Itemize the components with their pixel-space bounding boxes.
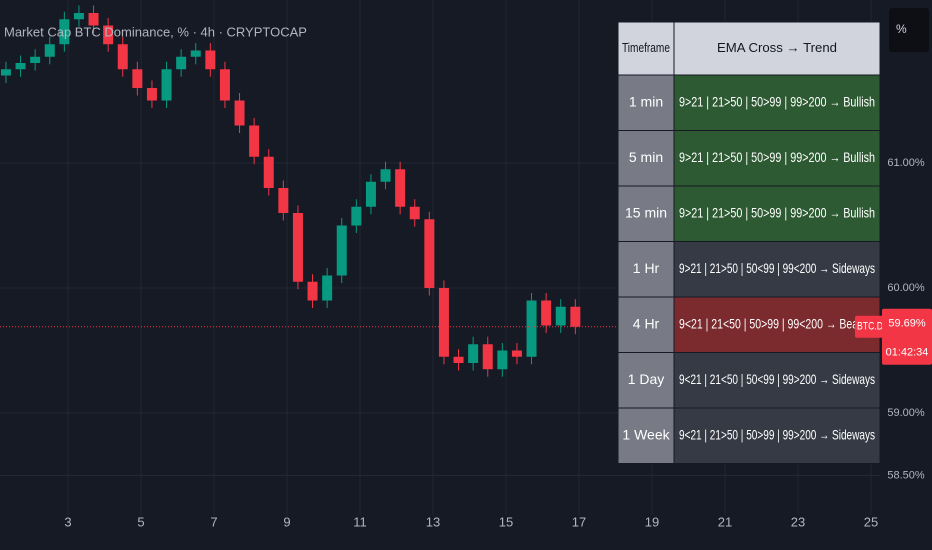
timeframe-label: 4 Hr (633, 315, 660, 331)
table-header: EMA Cross → Trend (717, 40, 837, 55)
signal-label: 9>21 | 21>50 | 50>99 | 99>200 → Bullish (679, 93, 875, 109)
candle-body (234, 100, 245, 126)
candle-body (555, 306, 566, 326)
candle-body (176, 56, 187, 70)
x-tick-label: 3 (64, 514, 71, 529)
x-tick-label: 9 (283, 514, 290, 529)
candle-body (73, 13, 84, 20)
symbol-label: BTC.D (857, 321, 883, 333)
candle-body (205, 50, 216, 70)
candle-body (482, 344, 493, 370)
timeframe-cell (617, 74, 675, 131)
candle-body (511, 350, 522, 357)
x-tick-label: 17 (572, 514, 586, 529)
x-tick-label: 5 (137, 514, 144, 529)
timeframe-label: 1 min (629, 93, 663, 109)
candle-body (249, 125, 260, 157)
candle-body (336, 225, 347, 276)
x-tick-label: 11 (353, 514, 367, 529)
candle-body (117, 44, 128, 70)
timeframe-label: 1 Week (622, 426, 670, 442)
signal-label: 9>21 | 21>50 | 50>99 | 99>200 → Bullish (679, 204, 875, 220)
candle-body (219, 69, 230, 101)
price-label: 59.69% (888, 318, 926, 330)
timeframe-label: 1 Hr (633, 260, 660, 276)
timeframe-cell (617, 130, 675, 187)
x-tick-label: 23 (791, 514, 805, 529)
x-tick-label: 21 (718, 514, 732, 529)
candle-body (438, 288, 449, 357)
candle-body (292, 213, 303, 282)
candle-body (59, 19, 70, 45)
timeframe-cell (617, 296, 675, 353)
candle-body (380, 169, 391, 182)
candle-body (278, 188, 289, 213)
signal-label: 9<21 | 21<50 | 50<99 | 99>200 → Sideways (679, 371, 875, 387)
signal-cell (673, 130, 881, 187)
signal-label: 9>21 | 21>50 | 50<99 | 99<200 → Sideways (679, 260, 875, 276)
y-tick-label: 58.50% (887, 469, 925, 481)
y-tick-label: 59.00% (887, 407, 925, 419)
unit-button-label: % (896, 22, 907, 36)
signal-cell (673, 185, 881, 242)
timeframe-cell (617, 185, 675, 242)
candle-body (146, 88, 157, 101)
candle-body (424, 219, 435, 288)
candle-body (351, 206, 362, 226)
y-tick-label: 60.00% (887, 282, 925, 294)
signal-cell (673, 74, 881, 131)
x-tick-label: 19 (645, 514, 659, 529)
candle-body (541, 300, 552, 326)
timeframe-label: 15 min (625, 204, 667, 220)
x-tick-label: 13 (426, 514, 440, 529)
candle-body (190, 50, 201, 57)
signal-label: 9<21 | 21<50 | 50>99 | 99<200 → Bearish (679, 315, 875, 331)
unit-button[interactable] (889, 8, 929, 52)
candle-body (15, 63, 26, 70)
candle-body (322, 275, 333, 301)
signal-cell (673, 296, 881, 353)
candle-body (453, 356, 464, 363)
signal-label: 9>21 | 21>50 | 50>99 | 99>200 → Bullish (679, 149, 875, 165)
candle-body (30, 56, 41, 63)
timeframe-cell (617, 352, 675, 409)
candle-body (395, 169, 406, 207)
candle-body (497, 350, 508, 370)
candle-body (88, 13, 99, 26)
candle-body (132, 69, 143, 88)
candle-body (409, 206, 420, 220)
timeframe-label: 5 min (629, 149, 663, 165)
candle-body (468, 344, 479, 363)
candle-body (307, 281, 318, 301)
signal-cell (673, 352, 881, 409)
candle-body (570, 306, 581, 327)
chart-title: Market Cap BTC Dominance, % · 4h · CRYPT… (4, 24, 307, 39)
x-tick-label: 15 (499, 514, 513, 529)
table-header-cell (673, 21, 881, 76)
timeframe-cell (617, 407, 675, 464)
candle-body (263, 156, 274, 188)
y-tick-label: 61.00% (887, 157, 925, 169)
candle-body (161, 69, 172, 101)
x-tick-label: 7 (210, 514, 217, 529)
table-header: Timeframe (622, 40, 670, 55)
countdown-label: 01:42:34 (886, 347, 929, 359)
price-tag (882, 308, 932, 365)
candle-body (526, 300, 537, 357)
candle-body (0, 69, 11, 76)
x-tick-label: 25 (864, 514, 878, 529)
symbol-tag (855, 315, 885, 338)
candle-body (103, 25, 114, 45)
candle-body (365, 181, 376, 207)
signal-label: 9<21 | 21>50 | 50>99 | 99>200 → Sideways (679, 426, 875, 442)
timeframe-label: 1 Day (628, 371, 665, 387)
signal-cell (673, 407, 881, 464)
candle-body (44, 44, 55, 57)
